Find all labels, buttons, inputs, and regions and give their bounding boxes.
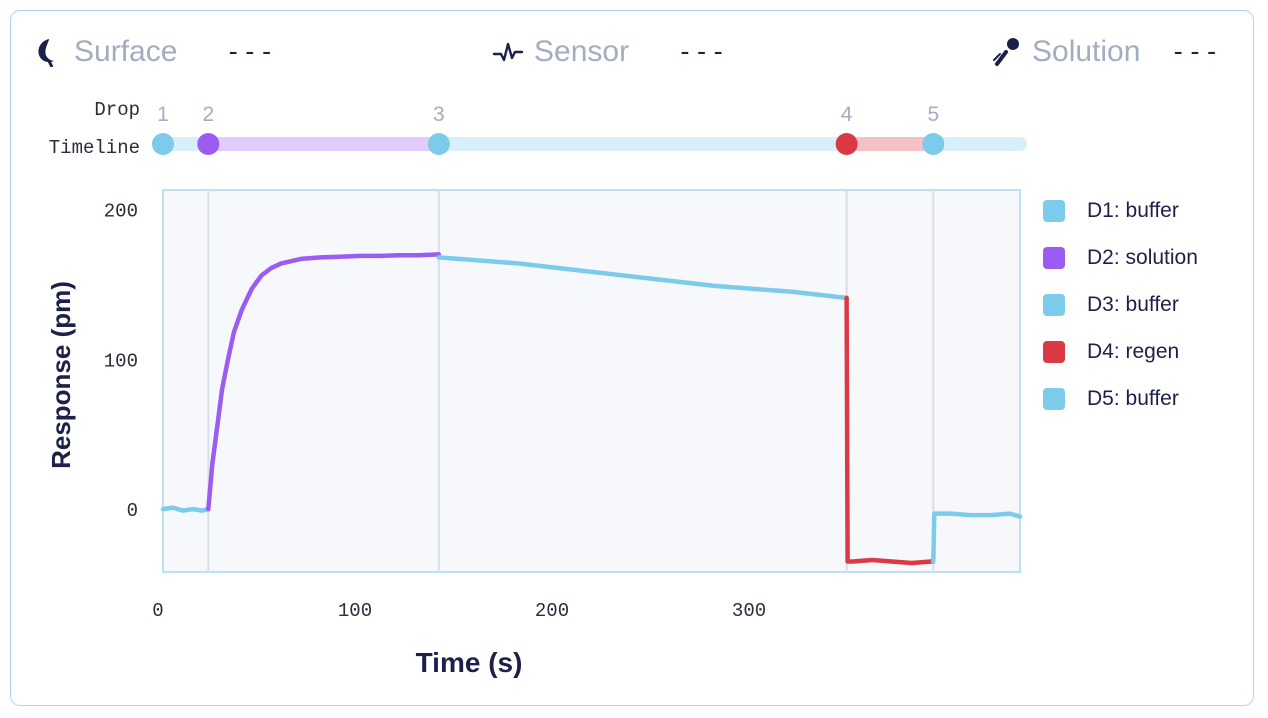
moon-icon: [32, 36, 64, 68]
plot-area: [162, 189, 1021, 573]
series-group: [160, 252, 1023, 566]
surface-value: ---: [225, 37, 276, 67]
solution-value: ---: [1170, 37, 1221, 67]
legend-swatch: [1043, 293, 1065, 316]
drop-marker-1[interactable]: [152, 133, 174, 155]
sensor-label: Sensor: [534, 35, 630, 68]
drop-number-1: 1: [157, 103, 169, 126]
legend-swatch: [1043, 387, 1065, 410]
legend-swatch: [1043, 340, 1065, 363]
timeline-row-label: Timeline: [48, 137, 140, 159]
legend-swatch: [1043, 199, 1065, 222]
sensor-value: ---: [677, 37, 728, 67]
drop-row-label: Drop: [94, 99, 140, 121]
legend-label: D4: regen: [1087, 339, 1180, 363]
drop-marker-2[interactable]: [197, 133, 220, 155]
drop-marker-4[interactable]: [835, 133, 858, 155]
solution-header: Solution ---: [990, 28, 1220, 76]
drop-number-3: 3: [433, 103, 445, 126]
sensor-header: Sensor ---: [492, 28, 727, 76]
drop-marker-5[interactable]: [922, 133, 945, 155]
y-axis-label: Response (pm): [46, 281, 76, 469]
legend-label: D1: buffer: [1087, 198, 1179, 222]
series-line-d1: [160, 505, 211, 513]
series-line-d5: [931, 511, 1023, 564]
y-tick-label: 0: [127, 500, 138, 522]
legend-item[interactable]: D5: buffer: [1043, 375, 1198, 422]
drop-timeline: 1 2 3 4 5: [152, 103, 1027, 155]
drop-marker-3[interactable]: [427, 133, 450, 155]
series-line-d2: [206, 252, 442, 512]
surface-label: Surface: [74, 35, 178, 68]
pulse-icon: [492, 36, 524, 68]
chart-legend: D1: buffer D2: solution D3: buffer D4: rege…: [1043, 187, 1198, 422]
legend-item[interactable]: D4: regen: [1043, 328, 1198, 375]
series-line-d4: [844, 295, 936, 566]
y-tick-label: 200: [104, 200, 138, 222]
legend-label: D2: solution: [1087, 245, 1198, 269]
legend-label: D3: buffer: [1087, 292, 1179, 316]
legend-swatch: [1043, 246, 1065, 269]
x-tick-label: 300: [732, 600, 766, 622]
legend-item[interactable]: D2: solution: [1043, 234, 1198, 281]
x-tick-label: 200: [535, 600, 569, 622]
series-line-d3: [436, 255, 849, 301]
axes: 0 100 200 0 100 200 300: [104, 200, 766, 622]
surface-header: Surface ---: [32, 28, 275, 76]
legend-item[interactable]: D3: buffer: [1043, 281, 1198, 328]
solution-label: Solution: [1032, 35, 1141, 68]
drop-number-2: 2: [202, 103, 214, 126]
y-tick-label: 100: [104, 350, 138, 372]
x-tick-label: 0: [152, 600, 163, 622]
drop-number-5: 5: [927, 103, 939, 126]
legend-item[interactable]: D1: buffer: [1043, 187, 1198, 234]
x-axis-label: Time (s): [416, 647, 523, 678]
drop-number-4: 4: [841, 103, 853, 126]
pipette-icon: [990, 36, 1022, 68]
x-tick-label: 100: [338, 600, 372, 622]
legend-label: D5: buffer: [1087, 386, 1179, 410]
